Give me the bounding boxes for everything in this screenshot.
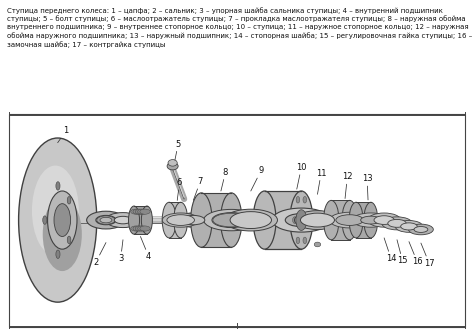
Bar <box>331 200 350 240</box>
Ellipse shape <box>364 202 378 238</box>
Ellipse shape <box>382 217 412 230</box>
Ellipse shape <box>162 202 176 238</box>
Text: 3: 3 <box>118 240 123 263</box>
Text: 15: 15 <box>397 240 408 265</box>
Ellipse shape <box>294 211 340 229</box>
Ellipse shape <box>306 217 310 223</box>
Text: 8: 8 <box>221 168 228 191</box>
Text: 16: 16 <box>409 242 422 266</box>
Ellipse shape <box>324 200 339 240</box>
Ellipse shape <box>220 193 242 247</box>
Ellipse shape <box>114 216 132 224</box>
Ellipse shape <box>32 166 79 256</box>
Ellipse shape <box>168 160 177 166</box>
Text: 9: 9 <box>251 166 264 191</box>
Ellipse shape <box>296 197 300 203</box>
Ellipse shape <box>253 191 276 249</box>
Text: 2: 2 <box>93 243 106 267</box>
Bar <box>169 202 181 238</box>
Text: 11: 11 <box>316 169 327 194</box>
Text: 17: 17 <box>421 243 435 268</box>
Ellipse shape <box>135 226 146 231</box>
Ellipse shape <box>176 213 211 227</box>
Ellipse shape <box>409 224 433 235</box>
Ellipse shape <box>56 250 60 258</box>
Ellipse shape <box>47 191 77 249</box>
Ellipse shape <box>87 211 125 229</box>
Text: 6: 6 <box>177 178 182 200</box>
Bar <box>264 191 301 249</box>
Ellipse shape <box>388 219 406 227</box>
Ellipse shape <box>290 191 313 249</box>
Ellipse shape <box>18 138 97 302</box>
Text: Ступица переднего колеса: 1 – цапфа; 2 – сальник; 3 – упорная шайба сальника сту: Ступица переднего колеса: 1 – цапфа; 2 –… <box>7 7 473 48</box>
Ellipse shape <box>303 197 307 203</box>
Ellipse shape <box>96 215 116 225</box>
Ellipse shape <box>296 210 307 230</box>
Ellipse shape <box>162 213 199 227</box>
Ellipse shape <box>352 213 389 227</box>
Ellipse shape <box>133 226 143 231</box>
Ellipse shape <box>212 213 251 227</box>
Ellipse shape <box>173 202 188 238</box>
Text: 12: 12 <box>342 172 353 199</box>
Text: 1: 1 <box>58 126 69 143</box>
Ellipse shape <box>137 226 148 231</box>
Ellipse shape <box>182 215 205 225</box>
Ellipse shape <box>43 216 47 224</box>
Ellipse shape <box>301 213 335 227</box>
Ellipse shape <box>97 216 115 224</box>
Ellipse shape <box>140 226 150 231</box>
Ellipse shape <box>43 197 82 271</box>
Bar <box>134 206 147 234</box>
Ellipse shape <box>131 226 141 231</box>
Ellipse shape <box>185 213 192 227</box>
Ellipse shape <box>230 212 272 228</box>
Ellipse shape <box>100 217 112 223</box>
Text: 13: 13 <box>362 174 373 200</box>
Bar <box>201 193 231 247</box>
Ellipse shape <box>224 209 277 231</box>
Ellipse shape <box>349 202 363 238</box>
Ellipse shape <box>336 215 364 225</box>
Ellipse shape <box>314 242 321 247</box>
Text: 7: 7 <box>193 177 203 200</box>
Ellipse shape <box>167 162 178 170</box>
Ellipse shape <box>140 209 150 214</box>
Ellipse shape <box>329 212 370 228</box>
Ellipse shape <box>128 206 139 234</box>
Ellipse shape <box>285 213 318 227</box>
Ellipse shape <box>141 206 153 234</box>
Ellipse shape <box>342 200 357 240</box>
Ellipse shape <box>367 213 401 227</box>
Ellipse shape <box>204 209 259 231</box>
Ellipse shape <box>167 215 194 225</box>
Ellipse shape <box>414 226 428 233</box>
Text: 10: 10 <box>296 163 307 189</box>
Ellipse shape <box>272 208 331 232</box>
Ellipse shape <box>191 193 212 247</box>
Bar <box>356 202 371 238</box>
Text: 4: 4 <box>140 237 151 261</box>
Ellipse shape <box>296 237 300 244</box>
Ellipse shape <box>54 204 71 237</box>
Ellipse shape <box>213 213 250 227</box>
Ellipse shape <box>401 223 417 230</box>
Ellipse shape <box>67 197 71 204</box>
Ellipse shape <box>137 209 148 214</box>
Ellipse shape <box>67 236 71 244</box>
Ellipse shape <box>56 182 60 190</box>
Text: 5: 5 <box>175 139 181 160</box>
Ellipse shape <box>133 209 143 214</box>
Ellipse shape <box>303 237 307 244</box>
Ellipse shape <box>361 216 381 224</box>
Ellipse shape <box>395 220 423 232</box>
Ellipse shape <box>106 213 140 227</box>
Ellipse shape <box>131 209 141 214</box>
Ellipse shape <box>292 217 296 223</box>
Ellipse shape <box>374 216 394 224</box>
Text: 14: 14 <box>384 238 396 263</box>
Ellipse shape <box>135 209 146 214</box>
